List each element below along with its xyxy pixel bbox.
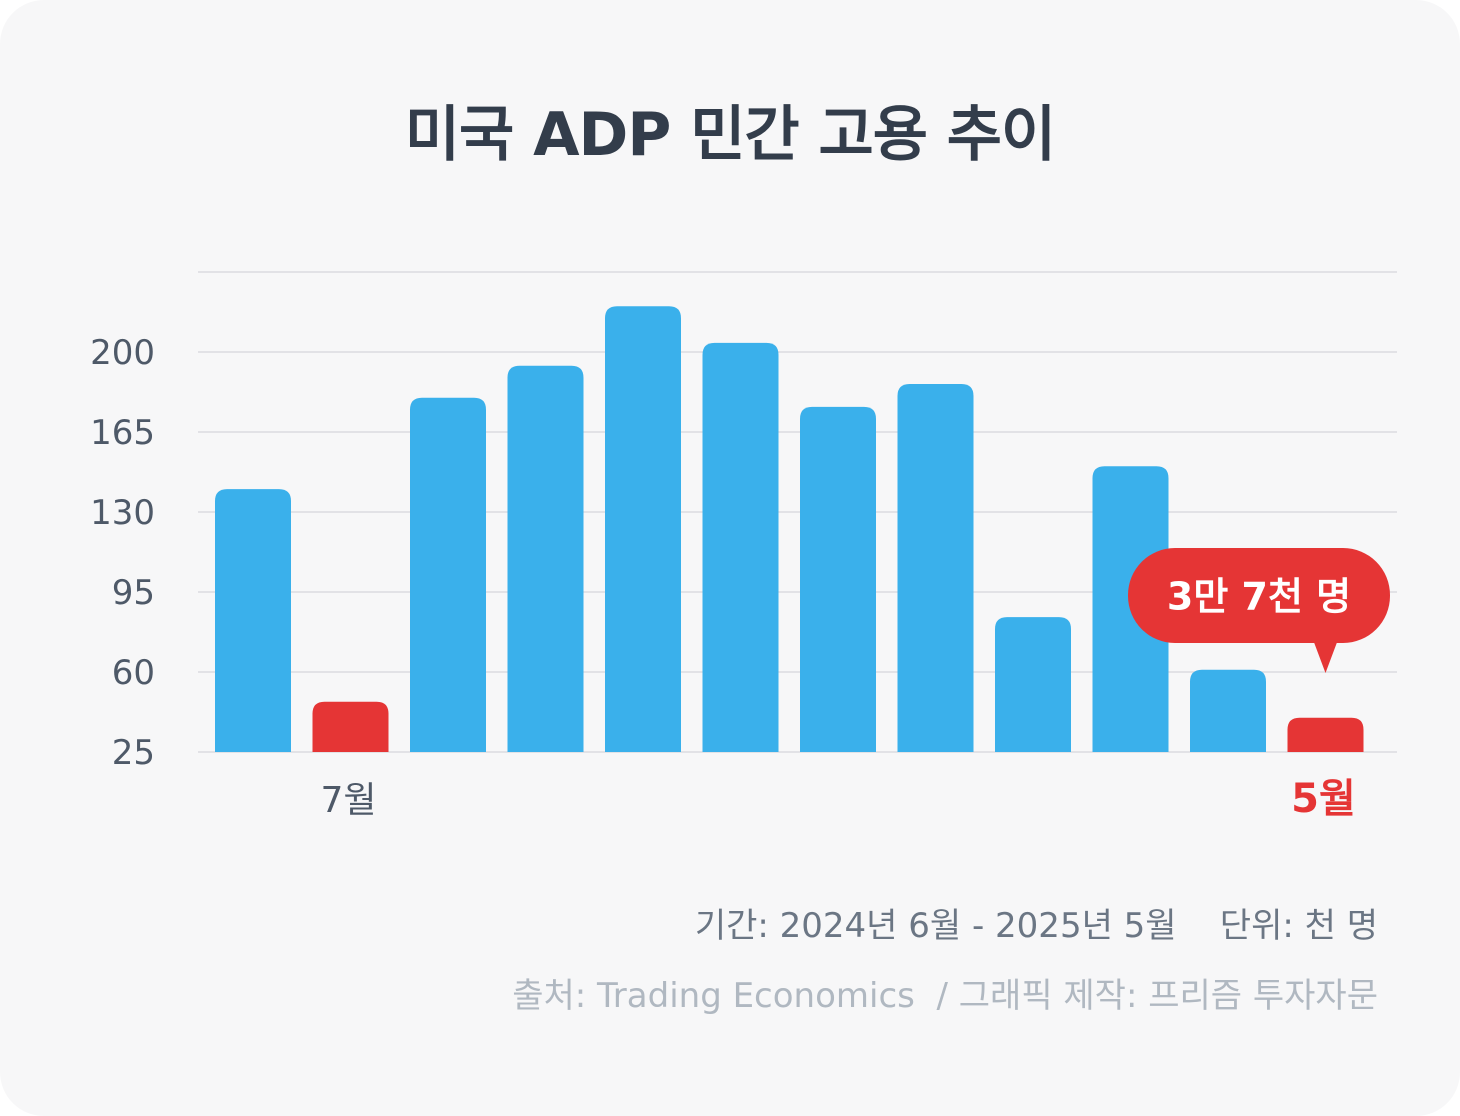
y-tick-label: 95 bbox=[112, 573, 155, 613]
bar bbox=[312, 701, 389, 752]
chart-title: 미국 ADP 민간 고용 추이 bbox=[404, 100, 1056, 170]
x-tick-label: 5월 bbox=[1291, 776, 1356, 822]
source-credit: 출처: Trading Economics / 그래픽 제작: 프리즘 투자자문 bbox=[512, 976, 1378, 1016]
y-tick-label: 165 bbox=[90, 413, 155, 453]
y-tick-label: 60 bbox=[112, 653, 155, 693]
y-axis: 25 60 95 130 165 200 bbox=[90, 333, 155, 773]
callout-label: 3만 7천 명 bbox=[1167, 575, 1351, 619]
callout-bubble bbox=[1128, 548, 1390, 643]
bar bbox=[1190, 669, 1266, 752]
bar bbox=[897, 384, 974, 752]
bar bbox=[605, 306, 681, 752]
grid-lines bbox=[198, 271, 1397, 753]
bar bbox=[215, 489, 291, 752]
bars bbox=[215, 306, 1364, 752]
y-tick-label: 130 bbox=[90, 493, 155, 533]
period-unit-note: 기간: 2024년 6월 - 2025년 5월 단위: 천 명 bbox=[694, 906, 1378, 946]
annotation: 3만 7천 명 bbox=[1128, 548, 1390, 673]
bar bbox=[507, 365, 584, 752]
bar bbox=[1287, 717, 1364, 752]
bar bbox=[702, 342, 779, 752]
x-tick-label: 7월 bbox=[320, 780, 376, 821]
callout-pointer bbox=[1313, 641, 1338, 673]
bar bbox=[800, 406, 876, 752]
bar bbox=[995, 617, 1071, 752]
y-tick-label: 25 bbox=[112, 733, 155, 773]
y-tick-label: 200 bbox=[90, 333, 155, 373]
x-axis: 7월 5월 bbox=[320, 776, 1355, 822]
bar bbox=[410, 397, 486, 752]
